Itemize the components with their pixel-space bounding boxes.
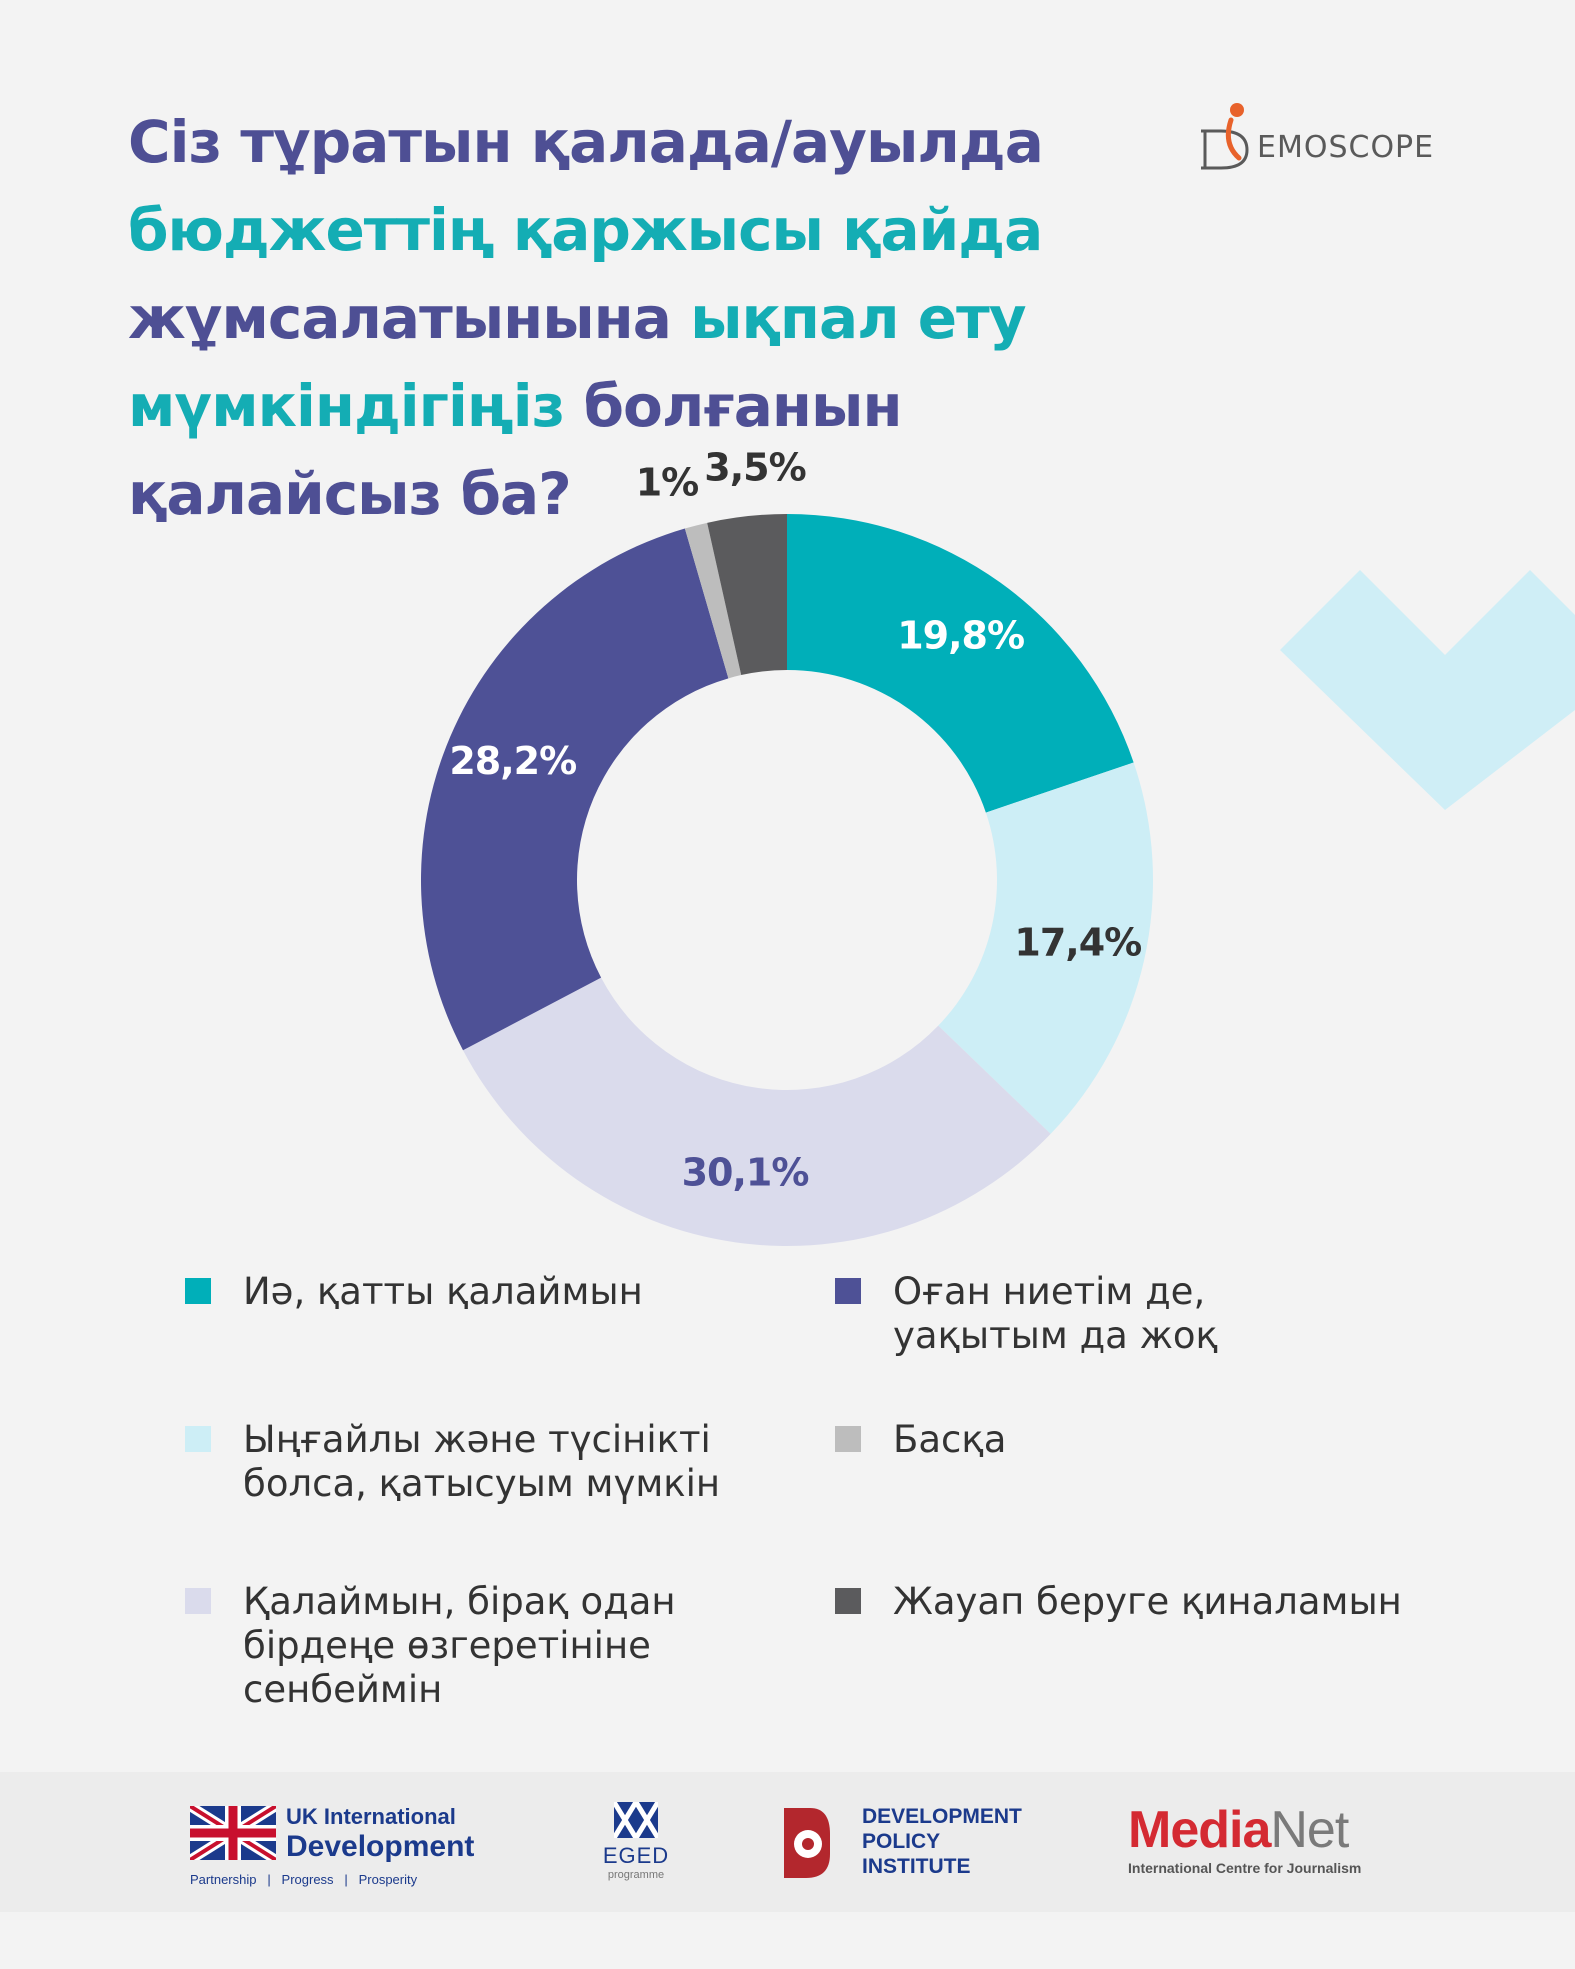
legend-swatch <box>185 1588 211 1614</box>
legend-swatch <box>185 1426 211 1452</box>
donut-chart: 19,8% 17,4% 30,1% 28,2% 1% 3,5% <box>420 446 1153 1246</box>
donut-slice-3 <box>420 528 729 1051</box>
legend-label: Жауап беруге қиналамын <box>893 1580 1402 1623</box>
eged-flag-icon <box>611 1797 661 1843</box>
title-line-3b: ықпал ету <box>690 284 1026 352</box>
donut-slice-0 <box>787 514 1134 813</box>
eged-logo: EGED programme <box>596 1797 676 1881</box>
donut-slice-2 <box>463 977 1051 1246</box>
donut-slice-5 <box>707 514 787 676</box>
legend-swatch <box>835 1426 861 1452</box>
data-label-2: 30,1% <box>682 1151 809 1195</box>
page-title: Сіз тұратын қалада/ауылда бюджеттің қарж… <box>128 98 1128 538</box>
uk-tagline: Partnership | Progress | Prosperity <box>190 1872 418 1887</box>
demoscope-wordmark: EMOSCOPE <box>1257 130 1435 165</box>
legend-item-3: Басқа <box>835 1418 1006 1462</box>
title-line-2: бюджеттің қаржысы қайда <box>128 196 1043 264</box>
union-flag-icon <box>190 1806 276 1860</box>
medianet-wordmark: MediaNet <box>1128 1800 1361 1860</box>
legend-swatch <box>835 1278 861 1304</box>
legend-item-1: Оған ниетім де, уақытым да жоқ <box>835 1270 1218 1358</box>
medianet-media: Media <box>1128 1801 1271 1859</box>
legend-item-5: Жауап беруге қиналамын <box>835 1580 1402 1624</box>
legend-item-0: Иә, қатты қалаймын <box>185 1270 643 1314</box>
title-line-4a: мүмкіндігіңіз <box>128 372 565 440</box>
legend-item-2: Ыңғайлы және түсінікті болса, қатысуым м… <box>185 1418 720 1506</box>
legend-label: Иә, қатты қалаймын <box>243 1270 643 1313</box>
donut-slice-4 <box>684 522 742 679</box>
decorative-chevron <box>1280 570 1575 810</box>
legend-item-4: Қалаймын, бірақ одан бірдеңе өзгеретінін… <box>185 1580 676 1712</box>
legend-label: Басқа <box>893 1418 1007 1461</box>
title-line-3: жұмсалатынына ықпал ету <box>128 274 1128 362</box>
uk-line-1: UK International <box>286 1804 456 1829</box>
title-line-4b: болғанын қалайсыз ба? <box>128 372 903 528</box>
medianet-sub: International Centre for Journalism <box>1128 1860 1362 1876</box>
data-label-5: 3,5% <box>704 446 805 490</box>
legend-label: Қалаймын, бірақ одан бірдеңе өзгеретінін… <box>243 1580 676 1711</box>
eged-sub: programme <box>607 1869 665 1881</box>
demoscope-logo: EMOSCOPE <box>1195 96 1445 176</box>
title-line-1: Сіз тұратын қалада/ауылда <box>128 108 1044 176</box>
medianet-net: Net <box>1270 1801 1349 1859</box>
dpi-text: DEVELOPMENT POLICY INSTITUTE <box>862 1805 1022 1878</box>
medianet-logo: MediaNet International Centre for Journa… <box>1128 1800 1361 1876</box>
legend-swatch <box>185 1278 211 1304</box>
data-label-1: 17,4% <box>1014 921 1141 965</box>
demoscope-mark-icon <box>1201 103 1249 170</box>
data-label-0: 19,8% <box>897 613 1024 657</box>
title-line-4: мүмкіндігіңіз болғанын қалайсыз ба? <box>128 362 1128 538</box>
eged-name: EGED <box>602 1843 670 1868</box>
footer-partners: UK International Development Partnership… <box>0 1772 1575 1912</box>
title-line-3a: жұмсалатынына <box>128 284 691 352</box>
legend-label: Оған ниетім де, уақытым да жоқ <box>893 1270 1218 1357</box>
data-label-4: 1% <box>636 461 699 505</box>
dpi-mark-icon <box>784 1808 830 1878</box>
legend-swatch <box>835 1588 861 1614</box>
uk-line-2: Development <box>286 1830 475 1863</box>
legend-label: Ыңғайлы және түсінікті болса, қатысуым м… <box>243 1418 721 1505</box>
data-label-3: 28,2% <box>449 739 576 783</box>
donut-slice-1 <box>938 762 1153 1134</box>
